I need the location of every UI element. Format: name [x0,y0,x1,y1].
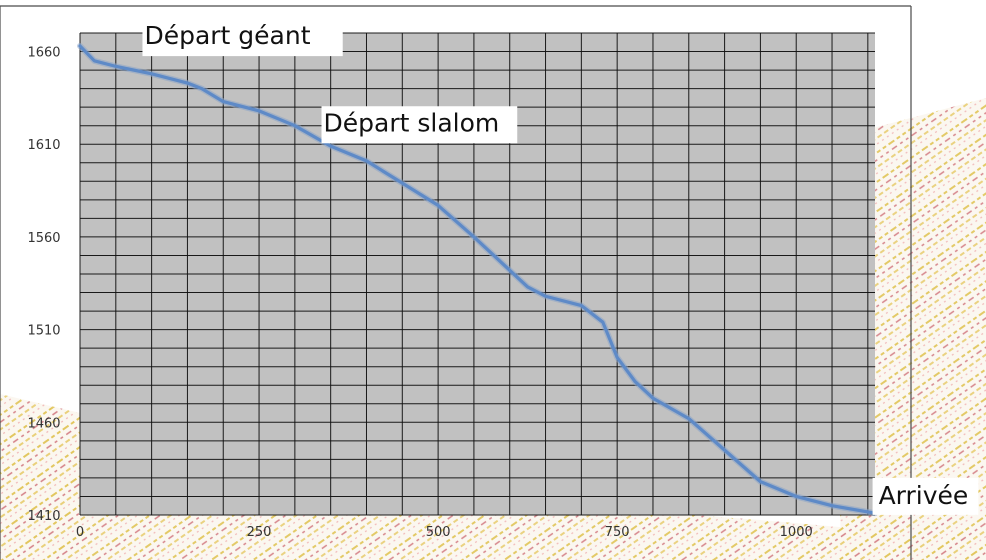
annotation-label: Départ slalom [324,108,500,137]
elevation-line [78,44,877,515]
annotation-group: Départ géant Départ slalom Arrivée [142,18,979,515]
annotation-background [321,106,518,144]
y-tick-label: 1560 [27,231,60,246]
chart-frame-group [0,5,912,560]
annotation-group-item: Départ géant [142,18,343,57]
x-tick-label: 0 [76,525,84,540]
y-tick-label: 1460 [27,416,60,431]
y-tick-label: 1660 [27,46,60,61]
y-axis-group: 1410 1460 1510 1560 1610 1660 [27,46,60,524]
y-tick-label: 1610 [27,138,60,153]
background-band-left [0,405,90,560]
annotation-label: Arrivée [879,481,969,510]
x-tick-label: 500 [426,525,451,540]
annotation-label: Départ géant [144,21,310,50]
annotation-group-item: Départ slalom [321,106,518,144]
series-group [77,42,878,517]
annotation-background [872,477,979,515]
x-tick-label: 250 [247,525,272,540]
annotation-group-item: Arrivée [872,477,979,515]
y-tick-label: 1410 [27,509,60,524]
y-tick-label: 1510 [27,324,60,339]
x-tick-label: 1000 [780,525,813,540]
x-axis-group: 0 250 500 750 1000 [76,525,813,540]
background-band-bottom [0,394,986,560]
x-tick-label: 750 [605,525,630,540]
annotation-background [142,18,343,57]
